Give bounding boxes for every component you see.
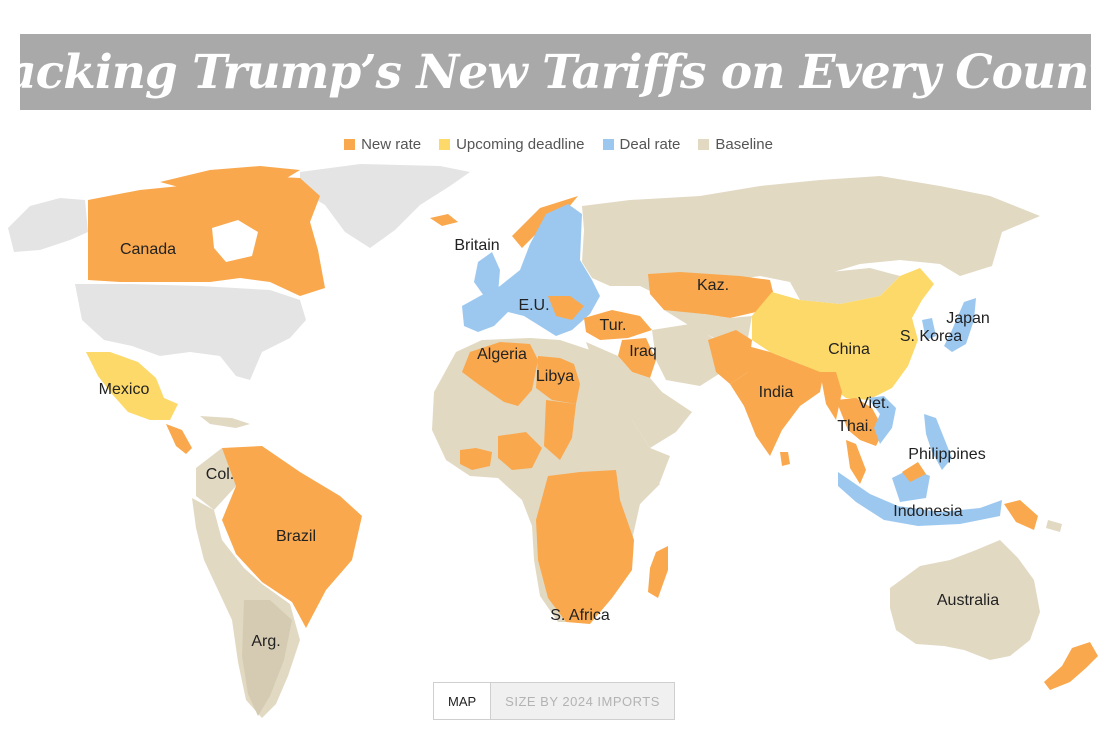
nigeria-region[interactable] bbox=[498, 432, 542, 470]
kaz-region[interactable] bbox=[648, 272, 774, 318]
label-viet: Viet. bbox=[858, 395, 890, 412]
label-eu: E.U. bbox=[518, 297, 550, 314]
canada-arctic-islands[interactable] bbox=[160, 166, 300, 190]
label-skorea: S. Korea bbox=[899, 328, 963, 345]
label-britain: Britain bbox=[454, 237, 500, 254]
new-zealand-region[interactable] bbox=[1044, 642, 1098, 690]
greenland-region[interactable] bbox=[300, 164, 470, 248]
label-japan: Japan bbox=[946, 310, 990, 327]
label-col: Col. bbox=[205, 466, 235, 483]
size-by-imports-button[interactable]: SIZE BY 2024 IMPORTS bbox=[491, 683, 674, 719]
middle-east-region[interactable] bbox=[586, 342, 692, 448]
west-africa-region[interactable] bbox=[460, 448, 492, 470]
legend-label-deal-rate: Deal rate bbox=[619, 136, 681, 153]
label-iraq: Iraq bbox=[629, 343, 657, 360]
japan-region[interactable] bbox=[944, 298, 976, 352]
label-mexico: Mexico bbox=[98, 381, 150, 398]
label-arg: Arg. bbox=[251, 633, 281, 650]
chad-region[interactable] bbox=[544, 400, 576, 460]
title-banner: Tracking Trump’s New Tariffs on Every Co… bbox=[0, 34, 1117, 110]
pakistan-region[interactable] bbox=[708, 330, 752, 384]
legend-item-upcoming-deadline: Upcoming deadline bbox=[439, 136, 585, 153]
label-safrica: S. Africa bbox=[550, 607, 610, 624]
png-region[interactable] bbox=[1004, 500, 1038, 530]
map-view-button[interactable]: MAP bbox=[434, 683, 492, 719]
viet-region[interactable] bbox=[868, 396, 896, 444]
russia-region[interactable] bbox=[582, 176, 1040, 296]
britain-region[interactable] bbox=[474, 252, 500, 296]
label-algeria: Algeria bbox=[477, 346, 527, 363]
legend-swatch-new-rate bbox=[344, 139, 356, 150]
label-china: China bbox=[828, 341, 870, 358]
legend-swatch-baseline bbox=[698, 139, 710, 150]
algeria-region[interactable] bbox=[462, 342, 538, 406]
india-region[interactable] bbox=[730, 344, 824, 456]
label-canada: Canada bbox=[119, 241, 177, 258]
china-region[interactable] bbox=[752, 268, 934, 400]
legend-item-new-rate: New rate bbox=[344, 136, 421, 153]
philippines-region[interactable] bbox=[924, 414, 952, 470]
east-africa-region[interactable] bbox=[616, 466, 660, 504]
legend-swatch-deal-rate bbox=[602, 139, 614, 150]
label-india: India bbox=[758, 384, 794, 401]
iran-region[interactable] bbox=[652, 324, 722, 386]
skorea-region[interactable] bbox=[922, 318, 936, 340]
canada-region[interactable] bbox=[88, 176, 325, 296]
iraq-region[interactable] bbox=[618, 338, 656, 378]
madagascar-region[interactable] bbox=[648, 546, 668, 598]
label-brazil: Brazil bbox=[275, 528, 317, 545]
balkans-region[interactable] bbox=[548, 296, 584, 320]
usa-region[interactable] bbox=[75, 284, 306, 380]
legend-swatch-upcoming-deadline bbox=[439, 139, 451, 150]
myanmar-region[interactable] bbox=[820, 372, 842, 420]
label-philippines: Philippines bbox=[908, 446, 986, 463]
legend-label-new-rate: New rate bbox=[361, 136, 422, 153]
mongolia-region[interactable] bbox=[790, 268, 900, 304]
label-tur: Tur. bbox=[599, 317, 627, 334]
sri-lanka-region[interactable] bbox=[780, 452, 790, 466]
alaska-region[interactable] bbox=[8, 198, 88, 252]
southern-africa-region[interactable] bbox=[536, 470, 634, 624]
malay-peninsula[interactable] bbox=[846, 440, 866, 484]
legend-label-upcoming-deadline: Upcoming deadline bbox=[456, 136, 585, 153]
caribbean-region[interactable] bbox=[200, 416, 250, 428]
libya-region[interactable] bbox=[536, 356, 580, 404]
tur-region[interactable] bbox=[584, 310, 652, 340]
indonesia-region[interactable] bbox=[838, 472, 1002, 526]
brazil-region[interactable] bbox=[222, 446, 362, 628]
page-title: Tracking Trump’s New Tariffs on Every Co… bbox=[0, 44, 1117, 100]
borneo-north[interactable] bbox=[902, 462, 926, 482]
arg-region[interactable] bbox=[242, 600, 292, 716]
australia-region[interactable] bbox=[890, 540, 1040, 660]
label-libya: Libya bbox=[535, 368, 575, 385]
iceland-region[interactable] bbox=[430, 214, 458, 226]
world-map bbox=[8, 164, 1098, 718]
central-america-region[interactable] bbox=[166, 424, 192, 454]
legend: New rate Upcoming deadline Deal rate Bas… bbox=[0, 136, 1117, 153]
hudson-bay bbox=[212, 220, 258, 262]
label-thai: Thai. bbox=[837, 418, 873, 435]
thai-region[interactable] bbox=[836, 398, 884, 446]
label-indonesia: Indonesia bbox=[893, 503, 963, 520]
mexico-region[interactable] bbox=[86, 352, 178, 420]
view-toggle: MAP SIZE BY 2024 IMPORTS bbox=[433, 682, 675, 720]
legend-item-baseline: Baseline bbox=[698, 136, 773, 153]
pacific-islands[interactable] bbox=[1046, 520, 1062, 532]
legend-item-deal-rate: Deal rate bbox=[602, 136, 681, 153]
legend-label-baseline: Baseline bbox=[715, 136, 773, 153]
label-kaz: Kaz. bbox=[696, 277, 730, 294]
label-australia: Australia bbox=[936, 592, 1000, 609]
